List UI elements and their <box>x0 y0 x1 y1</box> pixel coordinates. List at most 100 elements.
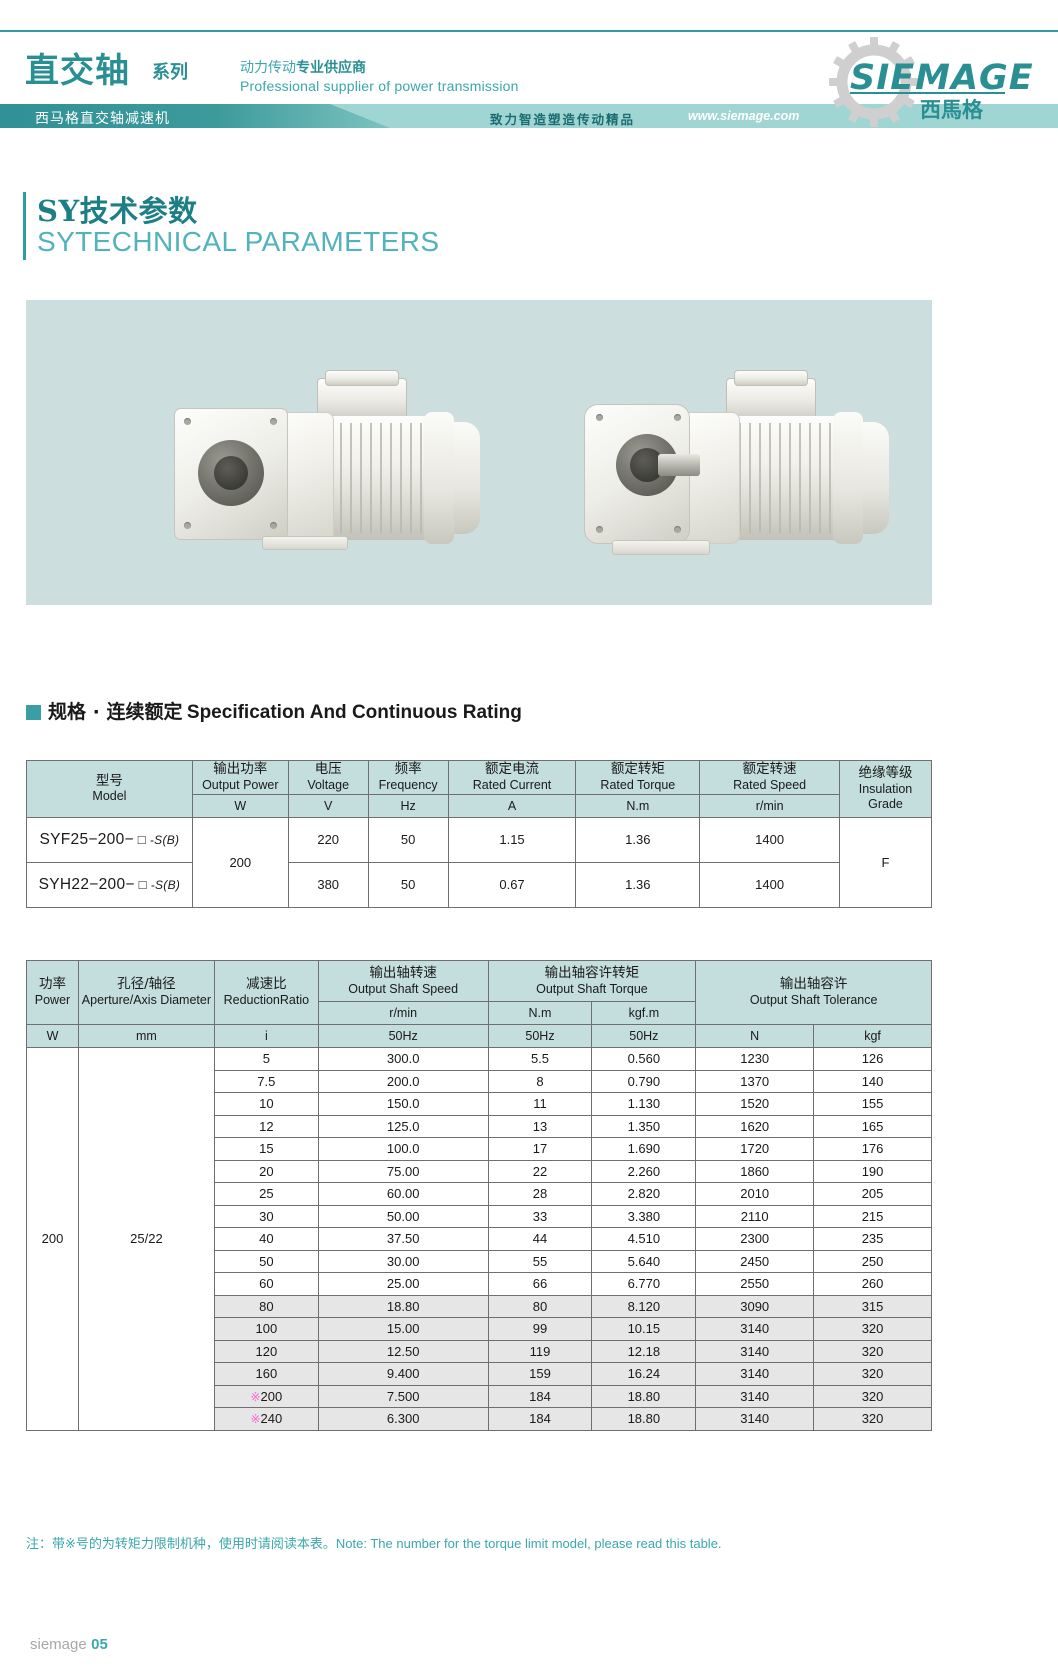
logo-wordmark: SIEMAGE <box>850 58 1034 98</box>
spec-col-frequency: 频率 Frequency <box>367 760 449 795</box>
perf-cell-torque-nm: 99 <box>487 1317 593 1341</box>
perf-col-reduction-ratio-en: ReductionRatio <box>223 993 310 1008</box>
spec-col-model: 型号 Model <box>26 760 193 818</box>
perf-cell-tolerance-kgf: 320 <box>813 1317 932 1341</box>
perf-col-reduction-ratio-cn: 减速比 <box>246 976 287 993</box>
torque-limit-star-icon: ※ <box>250 1412 261 1427</box>
perf-cell-torque-kgfm: 6.770 <box>591 1272 697 1296</box>
perf-cell-tolerance-kgf: 155 <box>813 1092 932 1116</box>
perf-cell-reduction-ratio: 80 <box>213 1294 319 1318</box>
perf-cell-tolerance-n: 3140 <box>695 1407 815 1431</box>
brand-series-cn: 系列 <box>152 62 188 83</box>
flange-bolt <box>596 526 603 533</box>
perf-cell-tolerance-kgf: 126 <box>813 1047 932 1071</box>
perf-cell-reduction-ratio: 25 <box>213 1182 319 1206</box>
perf-cell-output-speed: 7.500 <box>317 1384 489 1408</box>
perf-cell-torque-nm: 159 <box>487 1362 593 1386</box>
footnote-cn: 注：带※号的为转矩力限制机种，使用时请阅读本表。 <box>26 1537 336 1552</box>
perf-unit-aperture: mm <box>77 1024 215 1048</box>
spec-col-frequency-en: Frequency <box>378 777 438 792</box>
spec-model-1-suffix: -S(B) <box>149 832 180 847</box>
spec-col-rated-speed: 额定转速 Rated Speed <box>699 760 841 795</box>
table-row: ※200 7.500 184 18.80 3140 320 <box>27 1384 932 1408</box>
motor-fan-cover-left <box>424 412 454 544</box>
logo-underline <box>850 92 1005 94</box>
spec-speed-1: 1400 <box>699 816 841 863</box>
perf-cell-output-speed: 18.80 <box>317 1294 489 1318</box>
perf-cell-torque-kgfm: 0.790 <box>591 1069 697 1093</box>
perf-cell-reduction-ratio: 160 <box>213 1362 319 1386</box>
banner-website-url[interactable]: www.siemage.com <box>688 109 800 123</box>
perf-header-row-1: 功率 Power 孔径/轴径 Aperture/Axis Diameter 减速… <box>26 960 932 1025</box>
spec-col-voltage-cn: 电压 <box>314 761 342 777</box>
spec-frequency-1: 50 <box>367 816 449 863</box>
header-banner-dark-wedge <box>0 104 390 128</box>
perf-cell-tolerance-n: 2110 <box>695 1204 815 1228</box>
perf-col-output-speed-en: Output Shaft Speed <box>348 981 459 996</box>
spec-col-voltage-en: Voltage <box>307 777 350 792</box>
spec-model-1: SYF25−200− □ -S(B) <box>26 816 193 863</box>
spec-col-frequency-cn: 频率 <box>394 761 422 777</box>
spec-current-1: 1.15 <box>447 816 577 863</box>
perf-cell-tolerance-kgf: 320 <box>813 1407 932 1431</box>
spec-model-2-prefix: SYH22−200− <box>38 875 135 893</box>
spec-insulation-grade-value: F <box>839 816 932 908</box>
product-photo-panel <box>26 300 932 605</box>
table-row: 80 18.80 80 8.120 3090 315 <box>27 1294 932 1318</box>
perf-cell-output-speed: 75.00 <box>317 1159 489 1183</box>
gear-icon <box>829 37 919 127</box>
table-row: 50 30.00 55 5.640 2450 250 <box>27 1249 932 1273</box>
flange-bolt <box>184 522 191 529</box>
perf-header-row-2: r/min N.m kgf.m <box>27 1001 932 1025</box>
perf-cell-tolerance-n: 1860 <box>695 1159 815 1183</box>
specification-heading-cn: 规格 · 连续额定 <box>48 701 183 723</box>
spec-unit-rated-current: A <box>447 793 577 818</box>
perf-col-aperture: 孔径/轴径 Aperture/Axis Diameter <box>77 960 215 1025</box>
perf-unit-tolerance-n: N <box>695 1024 815 1048</box>
perf-cell-tolerance-kgf: 320 <box>813 1339 932 1363</box>
perf-cell-reduction-ratio: 40 <box>213 1227 319 1251</box>
perf-cell-tolerance-n: 2010 <box>695 1182 815 1206</box>
slogan-cn-bold: 专业供应商 <box>296 60 366 76</box>
perf-cell-tolerance-kgf: 260 <box>813 1272 932 1296</box>
page-title-cn: SY技术参数 <box>37 194 198 228</box>
perf-cell-torque-kgfm: 1.690 <box>591 1137 697 1161</box>
spec-col-insulation-grade-cn: 绝缘等级 <box>858 764 913 781</box>
perf-cell-torque-nm: 5.5 <box>487 1047 593 1071</box>
spec-col-insulation-grade-en: Insulation Grade <box>858 781 913 812</box>
spec-col-insulation-grade: 绝缘等级 Insulation Grade <box>839 760 932 818</box>
perf-cell-output-speed: 37.50 <box>317 1227 489 1251</box>
perf-cell-tolerance-kgf: 165 <box>813 1114 932 1138</box>
perf-cell-reduction-ratio: 120 <box>213 1339 319 1363</box>
perf-cell-tolerance-n: 3140 <box>695 1317 815 1341</box>
spec-col-rated-current-cn: 额定电流 <box>485 761 540 777</box>
footnote-en: Note: The number for the torque limit mo… <box>335 1536 722 1551</box>
output-shaft-performance-table: 功率 Power 孔径/轴径 Aperture/Axis Diameter 减速… <box>26 960 932 1431</box>
perf-cell-reduction-ratio: ※200 <box>213 1384 319 1408</box>
table-row: 40 37.50 44 4.510 2300 235 <box>27 1227 932 1251</box>
perf-cell-torque-kgfm: 5.640 <box>591 1249 697 1273</box>
perf-cell-torque-kgfm: 12.18 <box>591 1339 697 1363</box>
perf-cell-reduction-ratio: 10 <box>213 1092 319 1116</box>
perf-cell-output-speed: 9.400 <box>317 1362 489 1386</box>
perf-cell-tolerance-n: 1520 <box>695 1092 815 1116</box>
page-header: 直交轴 系列 动力传动专业供应商 Professional supplier o… <box>0 0 1058 140</box>
spec-col-output-power-en: Output Power <box>202 777 279 792</box>
company-slogan-en: Professional supplier of power transmiss… <box>240 78 519 94</box>
perf-cell-reduction-ratio: 5 <box>213 1047 319 1071</box>
company-slogan-cn: 动力传动专业供应商 <box>240 57 366 77</box>
perf-col-output-tolerance-en: Output Shaft Tolerance <box>749 993 878 1008</box>
perf-cell-tolerance-kgf: 235 <box>813 1227 932 1251</box>
perf-cell-tolerance-n: 3090 <box>695 1294 815 1318</box>
perf-cell-torque-nm: 184 <box>487 1407 593 1431</box>
perf-sub-torque-kgfm: kgf.m <box>591 1001 697 1025</box>
perf-cell-output-speed: 50.00 <box>317 1204 489 1228</box>
spec-torque-1: 1.36 <box>575 816 701 863</box>
table-row: ※240 6.300 184 18.80 3140 320 <box>27 1407 932 1431</box>
terminal-box-right-lid <box>734 370 808 386</box>
spec-unit-rated-torque: N.m <box>575 793 701 818</box>
spec-speed-2: 1400 <box>699 861 841 908</box>
spec-header-row-2: W V Hz A N.m r/min <box>27 793 932 818</box>
specification-heading-en: Specification And Continuous Rating <box>186 702 522 723</box>
perf-cell-torque-kgfm: 16.24 <box>591 1362 697 1386</box>
